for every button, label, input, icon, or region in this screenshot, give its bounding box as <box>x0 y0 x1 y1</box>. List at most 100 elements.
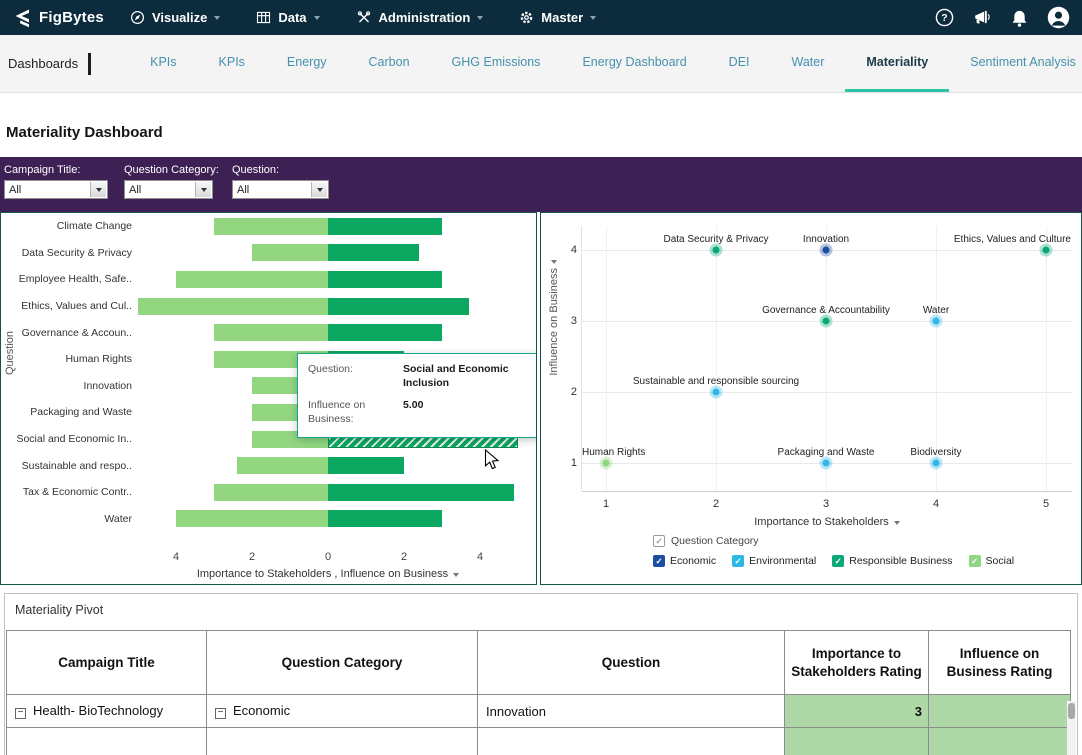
importance-bar[interactable] <box>138 297 328 315</box>
vertical-scrollbar[interactable] <box>1067 701 1076 755</box>
pivot-question-cell: Innovation <box>477 694 785 728</box>
scatter-x-axis-title[interactable]: Importance to Stakeholders <box>582 516 1072 528</box>
importance-bar[interactable] <box>214 217 328 235</box>
importance-bar[interactable] <box>236 457 328 475</box>
nav-item-data[interactable]: Data <box>256 10 320 25</box>
collapse-icon[interactable]: − <box>215 707 226 719</box>
scatter-point-ethics-values-and-culture[interactable] <box>1042 246 1050 254</box>
nav-item-visualize[interactable]: Visualize <box>130 10 221 25</box>
chevron-down-icon <box>453 573 460 577</box>
pivot-body: − Health- BioTechnology − Economic Innovatio… <box>6 694 1071 755</box>
importance-bar[interactable] <box>176 270 328 288</box>
bar-chart-x-axis-title[interactable]: Importance to Stakeholders , Influence o… <box>138 568 518 580</box>
bar-plot <box>138 452 518 479</box>
account-icon[interactable] <box>1047 6 1070 29</box>
tab-materiality[interactable]: Materiality <box>845 35 950 92</box>
x-axis-title-text: Importance to Stakeholders , Influence o… <box>196 568 449 580</box>
pivot-header-row: Campaign Title Question Category Question I… <box>6 630 1071 695</box>
chevron-down-icon <box>551 260 557 265</box>
influence-bar[interactable] <box>328 510 442 528</box>
dropdown-arrow-icon <box>195 182 211 197</box>
legend-item-environmental[interactable]: ✓ Environmental <box>732 555 816 567</box>
legend-question-category[interactable]: ✓ Question Category <box>653 535 1014 547</box>
scatter-point-data-security-privacy[interactable] <box>712 246 720 254</box>
tab-ghg-emissions[interactable]: GHG Emissions <box>451 55 541 69</box>
notifications-icon[interactable] <box>1011 9 1028 27</box>
influence-bar[interactable] <box>328 217 442 235</box>
scatter-point-packaging-and-waste[interactable] <box>822 459 830 467</box>
legend-label: Responsible Business <box>849 555 953 567</box>
bar-category-label: Social and Economic In.. <box>16 433 132 446</box>
pivot-title: Materiality Pivot <box>15 603 104 617</box>
scatter-point-human-rights[interactable] <box>602 459 610 467</box>
page-title: Materiality Dashboard <box>6 124 163 141</box>
materiality-pivot-section: Materiality Pivot Campaign Title Question… <box>4 593 1078 755</box>
figbytes-logo-icon <box>10 7 32 29</box>
scatter-point-label: Ethics, Values and Culture <box>953 234 1071 245</box>
scatter-point-governance-accountability[interactable] <box>822 317 830 325</box>
filter-select-campaign-title[interactable]: All <box>4 180 108 199</box>
chart-tooltip: Question: Social and Economic Inclusion … <box>297 353 536 438</box>
bar-category-label: Innovation <box>83 379 132 392</box>
tab-carbon[interactable]: Carbon <box>368 55 410 69</box>
tab-water[interactable]: Water <box>791 55 825 69</box>
x-tick-label: 2 <box>400 551 408 563</box>
chevron-down-icon <box>893 521 900 525</box>
importance-bar[interactable] <box>252 244 328 262</box>
pivot-column-header-question: Question <box>477 630 785 695</box>
gridline-vertical <box>826 226 827 491</box>
filter-label: Question: <box>232 164 280 176</box>
top-navbar: FigBytes Visualize Data Administration Mast… <box>0 0 1082 35</box>
filter-select-question-category[interactable]: All <box>124 180 213 199</box>
bar-row: Ethics, Values and Cul.. <box>1 293 536 320</box>
gridline-vertical <box>606 226 607 491</box>
scatter-y-axis-title[interactable]: Influence on Business <box>545 233 563 403</box>
svg-text:?: ? <box>941 12 947 24</box>
legend-label: Social <box>985 555 1015 567</box>
scatter-point-sustainable-and-responsible-sourcing[interactable] <box>712 388 720 396</box>
tab-kpis[interactable]: KPIs <box>218 55 245 69</box>
influence-bar[interactable] <box>328 457 404 475</box>
tab-sentiment-analysis[interactable]: Sentiment Analysis <box>970 55 1076 69</box>
importance-bar[interactable] <box>214 483 328 501</box>
tab-dei[interactable]: DEI <box>728 55 750 69</box>
tooltip-question-row: Question: Social and Economic Inclusion <box>308 363 529 390</box>
announcements-icon[interactable] <box>973 9 992 26</box>
scrollbar-thumb[interactable] <box>1068 703 1075 719</box>
bar-plot <box>138 266 518 293</box>
nav-item-label: Administration <box>378 10 471 25</box>
filter-select-question[interactable]: All <box>232 180 329 199</box>
importance-bar[interactable] <box>214 324 328 342</box>
influence-bar[interactable] <box>328 324 442 342</box>
materiality-bar-chart-panel: Question Climate Change Data Security & P… <box>0 212 537 585</box>
influence-bar[interactable] <box>328 483 515 501</box>
legend-item-social[interactable]: ✓ Social <box>968 555 1015 567</box>
tab-energy[interactable]: Energy <box>286 55 327 69</box>
scatter-point-label: Biodiversity <box>910 447 962 458</box>
filter-label: Question Category: <box>124 164 219 176</box>
influence-bar[interactable] <box>328 244 420 262</box>
scatter-point-water[interactable] <box>932 317 940 325</box>
bar-category-label: Data Security & Privacy <box>21 246 132 259</box>
legend-item-responsible-business[interactable]: ✓ Responsible Business <box>832 555 953 567</box>
checkbox-icon: ✓ <box>968 555 981 567</box>
nav-item-administration[interactable]: Administration <box>356 10 484 25</box>
dashboard-tabs: KPIs KPIs Energy Carbon GHG Emissions Energy … <box>129 35 1082 92</box>
tab-energy-dashboard[interactable]: Energy Dashboard <box>582 55 687 69</box>
legend-item-economic[interactable]: ✓ Economic <box>653 555 716 567</box>
collapse-icon[interactable]: − <box>15 707 26 719</box>
scatter-point-innovation[interactable] <box>822 246 830 254</box>
influence-bar[interactable] <box>328 297 469 315</box>
nav-item-master[interactable]: Master <box>519 10 597 25</box>
x-tick-label: 2 <box>248 551 256 563</box>
pivot-column-header-influence-on-business-rating: Influence on Business Rating <box>928 630 1071 695</box>
bar-row: Sustainable and respo.. <box>1 452 536 479</box>
tab-kpis[interactable]: KPIs <box>150 55 177 69</box>
administration-icon <box>356 10 372 25</box>
help-icon[interactable]: ? <box>935 8 954 27</box>
scatter-point-biodiversity[interactable] <box>932 459 940 467</box>
figbytes-brand[interactable]: FigBytes <box>10 7 104 29</box>
influence-bar[interactable] <box>328 270 442 288</box>
checkbox-icon: ✓ <box>732 555 745 567</box>
importance-bar[interactable] <box>176 510 328 528</box>
